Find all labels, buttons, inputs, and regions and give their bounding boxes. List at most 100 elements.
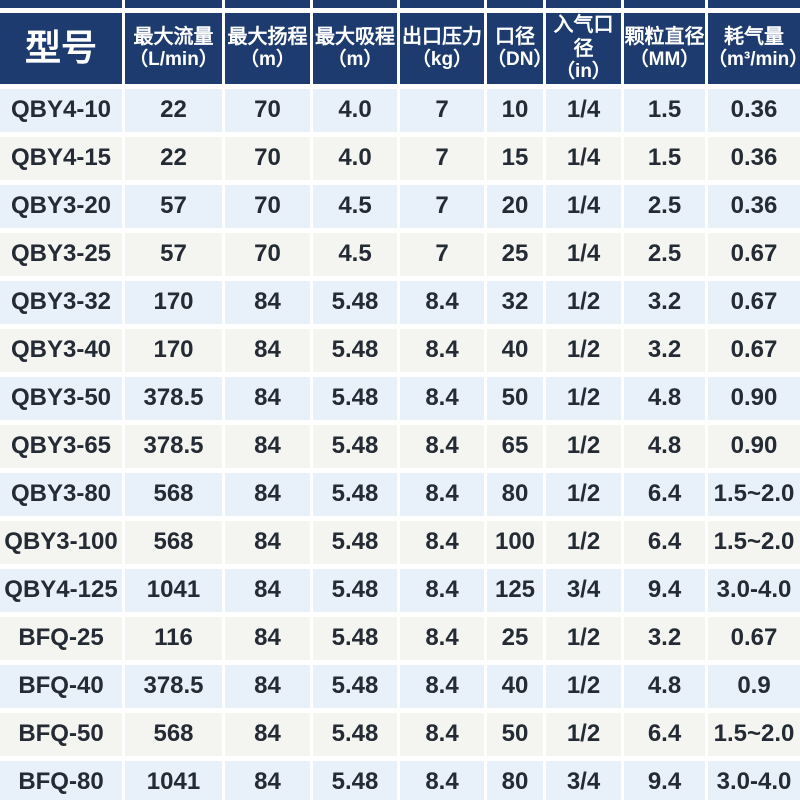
- table-cell: 568: [125, 472, 222, 516]
- table-cell: 170: [125, 328, 222, 372]
- table-cell: 40: [487, 328, 543, 372]
- table-cell: 5.48: [313, 424, 397, 468]
- table-cell: 0.9: [708, 664, 800, 708]
- table-cell: 8.4: [400, 472, 484, 516]
- cell-model: QBY3-32: [0, 280, 122, 324]
- table-cell: 0.67: [708, 328, 800, 372]
- table-cell: 1/2: [546, 424, 621, 468]
- table-cell: 5.48: [313, 616, 397, 660]
- table-cell: 4.5: [313, 232, 397, 276]
- table-cell: 1/2: [546, 520, 621, 564]
- cell-model: QBY3-50: [0, 376, 122, 420]
- cell-model: BFQ-80: [0, 760, 122, 800]
- accent-strip-segment: [487, 0, 543, 8]
- cell-model: BFQ-40: [0, 664, 122, 708]
- table-row: QBY3-25 57 70 4.5 7 25 1/4 2.5 0.67: [0, 232, 800, 276]
- table-cell: 84: [225, 616, 310, 660]
- table-row: QBY3-20 57 70 4.5 7 20 1/4 2.5 0.36: [0, 184, 800, 228]
- table-cell: 0.36: [708, 88, 800, 132]
- table-cell: 15: [487, 136, 543, 180]
- header-title: 颗粒直径: [624, 26, 705, 48]
- table-cell: 80: [487, 760, 543, 800]
- table-cell: 9.4: [624, 760, 705, 800]
- table-cell: 0.67: [708, 616, 800, 660]
- header-cell-0: 型号: [0, 13, 122, 84]
- table-cell: 100: [487, 520, 543, 564]
- table-cell: 0.90: [708, 424, 800, 468]
- cell-model: BFQ-50: [0, 712, 122, 756]
- accent-strip-segment: [0, 0, 122, 8]
- header-unit: （DN）: [487, 49, 553, 70]
- table-cell: 8.4: [400, 424, 484, 468]
- table-row: QBY3-50 378.5 84 5.48 8.4 50 1/2 4.8 0.90: [0, 376, 800, 420]
- accent-strip-segment: [125, 0, 222, 8]
- table-cell: 7: [400, 136, 484, 180]
- table-cell: 1041: [125, 760, 222, 800]
- accent-strip-segment: [400, 0, 484, 8]
- table-cell: 5.48: [313, 280, 397, 324]
- accent-strip-segment: [708, 0, 800, 8]
- table-cell: 84: [225, 280, 310, 324]
- table-cell: 84: [225, 376, 310, 420]
- table-cell: 50: [487, 712, 543, 756]
- accent-strip-segment: [225, 0, 310, 8]
- table-cell: 3/4: [546, 568, 621, 612]
- table-row: QBY3-100 568 84 5.48 8.4 100 1/2 6.4 1.5~2.0: [0, 520, 800, 564]
- table-cell: 57: [125, 184, 222, 228]
- table-cell: 7: [400, 184, 484, 228]
- cell-model: QBY3-65: [0, 424, 122, 468]
- header-title: 口径: [495, 26, 535, 48]
- table-cell: 5.48: [313, 568, 397, 612]
- header-unit: （L/min）: [129, 49, 218, 70]
- table-cell: 5.48: [313, 760, 397, 800]
- header-cell-6: 入气口径 （in）: [546, 13, 621, 84]
- header-unit: （m）: [240, 49, 295, 70]
- header-title: 入气口径: [553, 14, 614, 60]
- table-cell: 8.4: [400, 328, 484, 372]
- table-cell: 3.2: [624, 328, 705, 372]
- table-cell: 8.4: [400, 568, 484, 612]
- table-cell: 7: [400, 88, 484, 132]
- table-cell: 1.5~2.0: [708, 712, 800, 756]
- table-cell: 378.5: [125, 376, 222, 420]
- table-cell: 84: [225, 472, 310, 516]
- header-unit: （MM）: [629, 49, 700, 70]
- table-cell: 6.4: [624, 712, 705, 756]
- table-cell: 84: [225, 664, 310, 708]
- table-cell: 8.4: [400, 280, 484, 324]
- table-cell: 568: [125, 520, 222, 564]
- table-cell: 40: [487, 664, 543, 708]
- table-row: QBY4-15 22 70 4.0 7 15 1/4 1.5 0.36: [0, 136, 800, 180]
- table-row: QBY3-40 170 84 5.48 8.4 40 1/2 3.2 0.67: [0, 328, 800, 372]
- table-cell: 0.90: [708, 376, 800, 420]
- table-cell: 8.4: [400, 712, 484, 756]
- table-cell: 5.48: [313, 712, 397, 756]
- table-cell: 4.5: [313, 184, 397, 228]
- cell-model: QBY3-80: [0, 472, 122, 516]
- table-header-row: 型号 最大流量 （L/min） 最大扬程 （m） 最大吸程 （m） 出口压力 （kg） 口径 （DN…: [0, 13, 800, 84]
- table-cell: 0.67: [708, 232, 800, 276]
- accent-strip-segment: [546, 0, 621, 8]
- table-cell: 25: [487, 616, 543, 660]
- table-cell: 65: [487, 424, 543, 468]
- table-row: QBY4-125 1041 84 5.48 8.4 125 3/4 9.4 3.0-4.0: [0, 568, 800, 612]
- table-cell: 568: [125, 712, 222, 756]
- table-cell: 57: [125, 232, 222, 276]
- table-cell: 0.67: [708, 280, 800, 324]
- table-cell: 8.4: [400, 760, 484, 800]
- table-cell: 1/2: [546, 328, 621, 372]
- header-cell-3: 最大吸程 （m）: [313, 13, 397, 84]
- table-cell: 1.5: [624, 88, 705, 132]
- table-cell: 5.48: [313, 520, 397, 564]
- table-cell: 25: [487, 232, 543, 276]
- table-cell: 5.48: [313, 664, 397, 708]
- table-cell: 84: [225, 760, 310, 800]
- table-cell: 22: [125, 88, 222, 132]
- header-title: 型号: [24, 27, 97, 69]
- table-cell: 4.8: [624, 376, 705, 420]
- header-cell-7: 颗粒直径 （MM）: [624, 13, 705, 84]
- header-cell-2: 最大扬程 （m）: [225, 13, 310, 84]
- table-cell: 170: [125, 280, 222, 324]
